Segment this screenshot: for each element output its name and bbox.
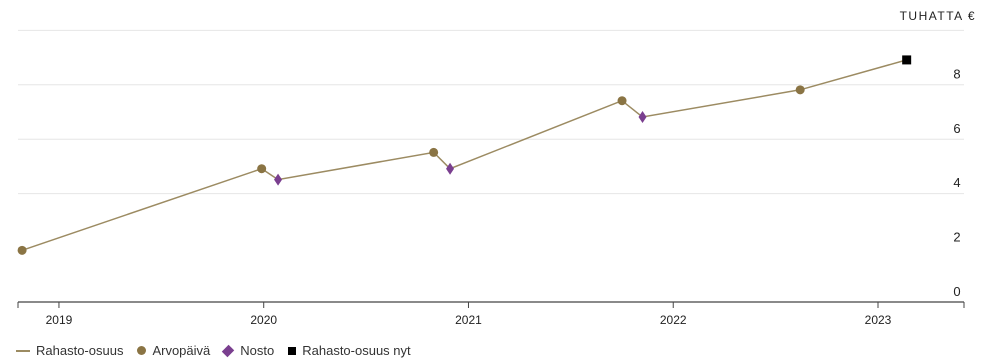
legend-item-arvopaiva: Arvopäivä: [137, 343, 210, 358]
x-tick-label: 2021: [455, 313, 482, 327]
square-marker-icon: [288, 346, 297, 355]
markers-group: [17, 55, 912, 255]
arvopaiva-point: [17, 245, 27, 255]
nosto-point: [274, 173, 283, 186]
x-tick-label: 2019: [46, 313, 73, 327]
x-axis: 2019 2020 2021 2022 2023: [17, 301, 965, 327]
legend-label: Nosto: [240, 343, 275, 358]
y-tick-label: 6: [953, 121, 960, 136]
x-tick-label: 2020: [250, 313, 277, 327]
series-line-rahasto-osuus: [21, 59, 907, 252]
x-tick-label: 2022: [660, 313, 687, 327]
legend-label: Rahasto-osuus: [36, 343, 124, 358]
legend-label: Rahasto-osuus nyt: [302, 343, 411, 358]
series-line-group: [21, 59, 907, 252]
x-tick-label: 2023: [865, 313, 892, 327]
grid-lines: [18, 29, 964, 195]
arvopaiva-point: [429, 147, 439, 157]
line-swatch-icon: [16, 349, 30, 352]
legend-item-rahasto-osuus-nyt: Rahasto-osuus nyt: [288, 343, 411, 358]
arvopaiva-point: [795, 85, 805, 95]
y-unit-label: TUHATTA €: [899, 9, 976, 23]
nosto-point: [446, 162, 455, 175]
chart-canvas: 0 2 4 6 8 2019 2020 2021 2022 2023: [17, 29, 965, 327]
legend-label: Arvopäivä: [152, 343, 211, 358]
arvopaiva-point: [257, 164, 267, 174]
arvopaiva-point: [617, 96, 627, 106]
diamond-marker-icon: [222, 344, 235, 357]
nosto-point: [638, 111, 647, 124]
legend: Rahasto-osuus Arvopäivä Nosto Rahasto-os…: [16, 343, 425, 358]
y-tick-label: 8: [953, 66, 960, 81]
legend-item-rahasto-osuus: Rahasto-osuus: [16, 343, 123, 358]
circle-marker-icon: [137, 346, 147, 355]
y-tick-label: 2: [953, 230, 960, 245]
y-tick-label: 4: [953, 175, 960, 190]
y-tick-label: 0: [953, 284, 960, 299]
legend-item-nosto: Nosto: [222, 343, 275, 358]
y-axis-ticks: 0 2 4 6 8: [953, 66, 960, 299]
rahasto-osuus-nyt-point: [902, 55, 912, 65]
